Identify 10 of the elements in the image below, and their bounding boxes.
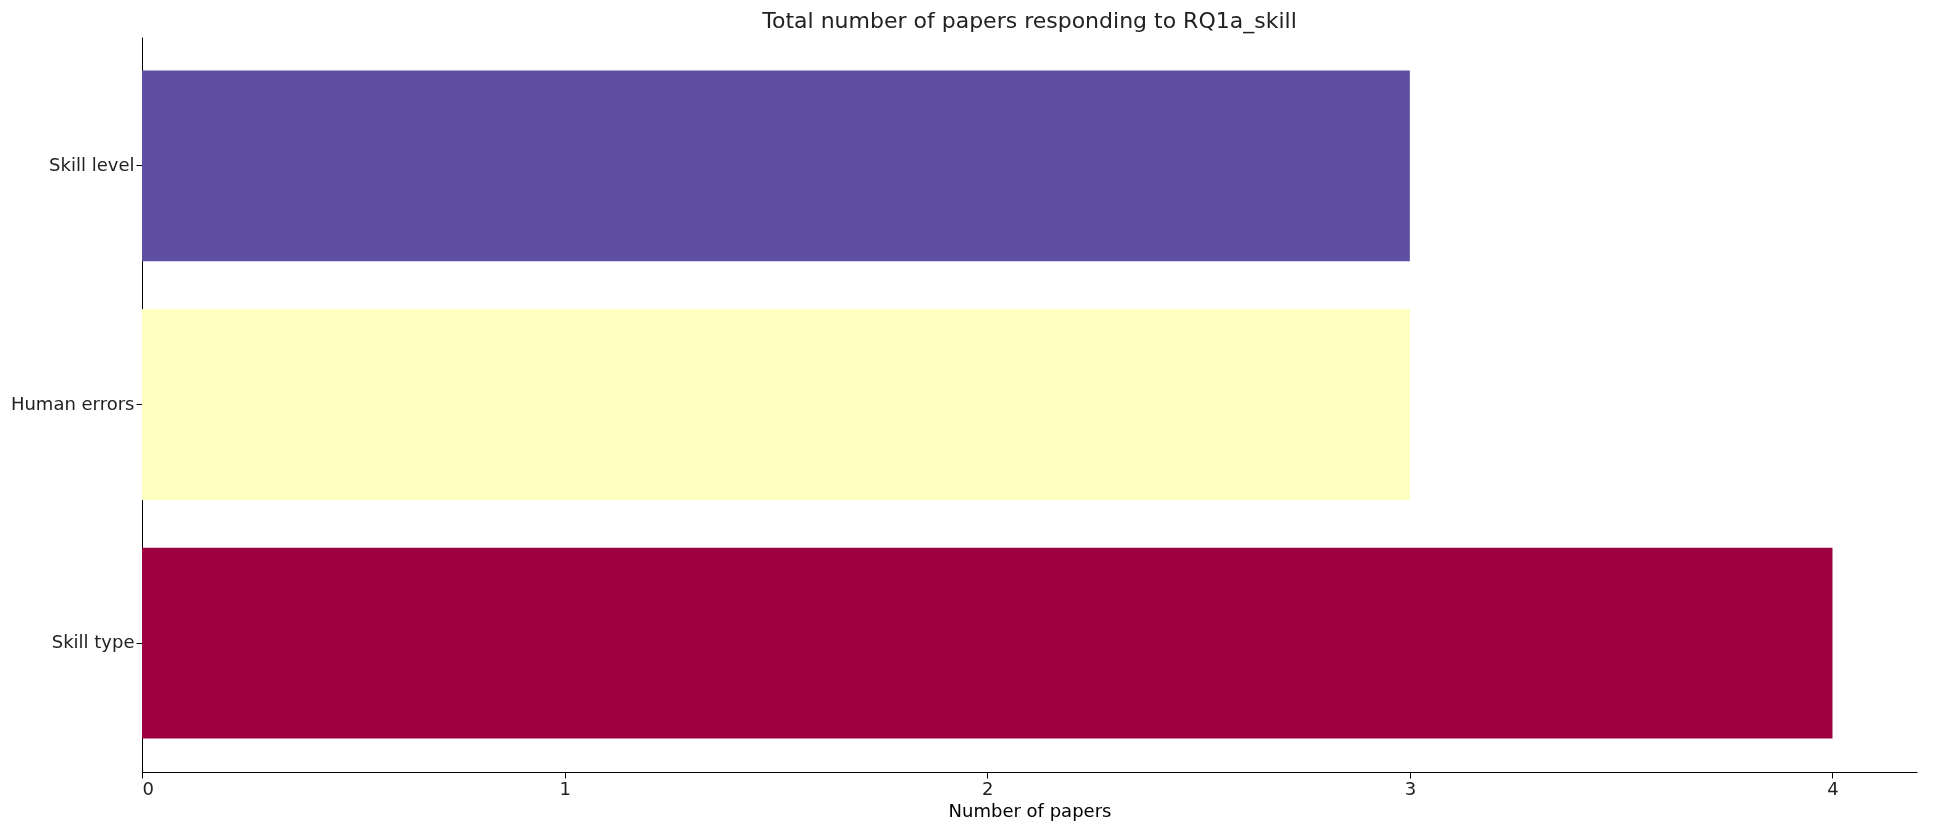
- x-tick-label: 4: [1827, 777, 1839, 799]
- x-tick-label: 0: [142, 777, 154, 799]
- x-axis-title: Number of papers: [948, 799, 1112, 821]
- x-tick-label: 3: [1404, 777, 1417, 799]
- y-tick-label: Skill level: [49, 153, 135, 175]
- x-tick-label: 1: [559, 777, 571, 799]
- x-tick-label: 2: [982, 777, 994, 799]
- y-tick-label: Skill type: [51, 631, 135, 653]
- chart-title: Total number of papers responding to RQ1a_skill: [761, 8, 1297, 34]
- y-tick-label: Human errors: [10, 392, 135, 414]
